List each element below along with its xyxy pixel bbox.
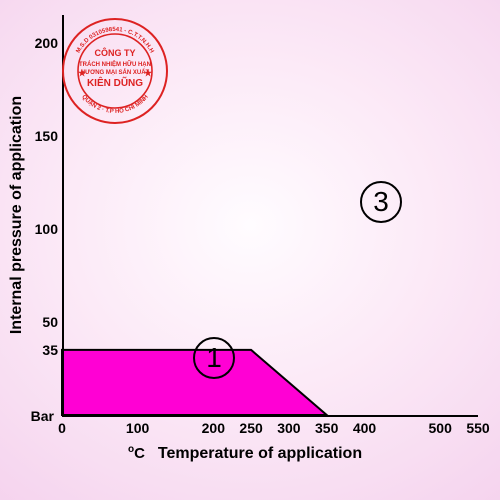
y-tick-200: 200 xyxy=(35,35,58,51)
region-label-1: 1 xyxy=(193,337,235,379)
x-tick-350: 350 xyxy=(315,420,338,436)
x-tick-0: 0 xyxy=(58,420,66,436)
y-axis-label: Internal pressure of application xyxy=(8,96,26,334)
x-axis-label: Temperature of application xyxy=(158,445,362,463)
y-axis-line xyxy=(62,15,64,417)
x-tick-100: 100 xyxy=(126,420,149,436)
y-tick-150: 150 xyxy=(35,128,58,144)
x-axis-unit-c: oC xyxy=(128,444,145,462)
y-tick-50: 50 xyxy=(42,314,58,330)
x-tick-550: 550 xyxy=(466,420,489,436)
region-label-3: 3 xyxy=(360,181,402,223)
y-tick-35: 35 xyxy=(42,342,58,358)
region-1-fill xyxy=(62,15,478,415)
x-tick-200: 200 xyxy=(202,420,225,436)
y-tick-100: 100 xyxy=(35,221,58,237)
x-tick-250: 250 xyxy=(239,420,262,436)
y-axis-unit: Bar xyxy=(31,408,54,424)
x-axis-line xyxy=(62,415,478,417)
x-tick-500: 500 xyxy=(429,420,452,436)
chart-plot-area: 35 50 100 150 200 0 100 200 250 300 350 … xyxy=(62,15,478,415)
x-tick-300: 300 xyxy=(277,420,300,436)
x-tick-400: 400 xyxy=(353,420,376,436)
